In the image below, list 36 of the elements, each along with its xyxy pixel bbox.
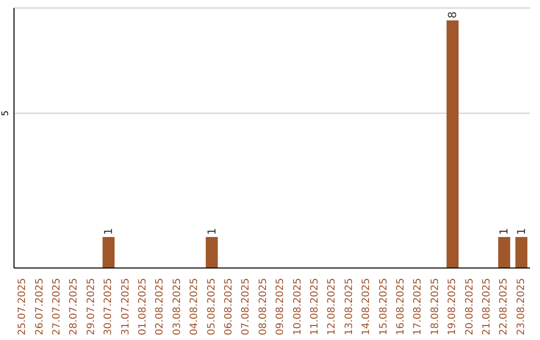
x-tick-label: 16.08.2025	[396, 278, 406, 336]
x-tick-label: 07.08.2025	[240, 278, 252, 336]
x-tick-label: 06.08.2025	[224, 278, 234, 336]
x-tick-label: 25.07.2025	[17, 278, 28, 336]
x-tick-label: 03.08.2025	[172, 278, 183, 336]
x-tick-label: 18.08.2025	[430, 278, 441, 336]
x-tick-label: 11.08.2025	[310, 278, 320, 336]
x-tick-label: 22.08.2025	[498, 278, 510, 336]
x-tick-label: 27.07.2025	[52, 278, 62, 336]
x-tick-label: 04.08.2025	[189, 278, 200, 336]
data-label: 1	[498, 228, 511, 236]
data-label: 1	[205, 228, 218, 236]
x-tick-label: 30.07.2025	[103, 278, 114, 336]
x-tick-label: 31.07.2025	[120, 278, 132, 336]
x-tick-label: 21.08.2025	[482, 278, 492, 336]
x-tick-label: 13.08.2025	[344, 278, 355, 336]
x-tick-label: 05.08.2025	[206, 278, 218, 336]
data-label: 1	[514, 228, 528, 236]
x-tick-label: 20.08.2025	[464, 278, 476, 336]
x-tick-label: 26.07.2025	[34, 278, 46, 336]
x-tick-label: 23.08.2025	[516, 278, 527, 336]
x-tick-label: 10.08.2025	[292, 278, 304, 336]
x-tick-label: 17.08.2025	[412, 278, 424, 336]
x-tick-label: 14.08.2025	[361, 278, 372, 336]
y-tick-label: 5	[1, 110, 11, 116]
data-label: 1	[102, 228, 116, 236]
x-tick-label: 28.07.2025	[68, 278, 80, 336]
data-label: 8	[446, 11, 460, 18]
x-tick-label: 12.08.2025	[326, 278, 338, 336]
x-tick-label: 01.08.2025	[138, 278, 148, 336]
x-tick-label: 02.08.2025	[154, 278, 166, 336]
x-tick-label: 19.08.2025	[447, 278, 458, 336]
x-tick-label: 29.07.2025	[86, 278, 97, 336]
x-tick-label: 08.08.2025	[258, 278, 269, 336]
x-tick-label: 09.08.2025	[275, 278, 286, 336]
x-tick-label: 15.08.2025	[378, 278, 390, 336]
